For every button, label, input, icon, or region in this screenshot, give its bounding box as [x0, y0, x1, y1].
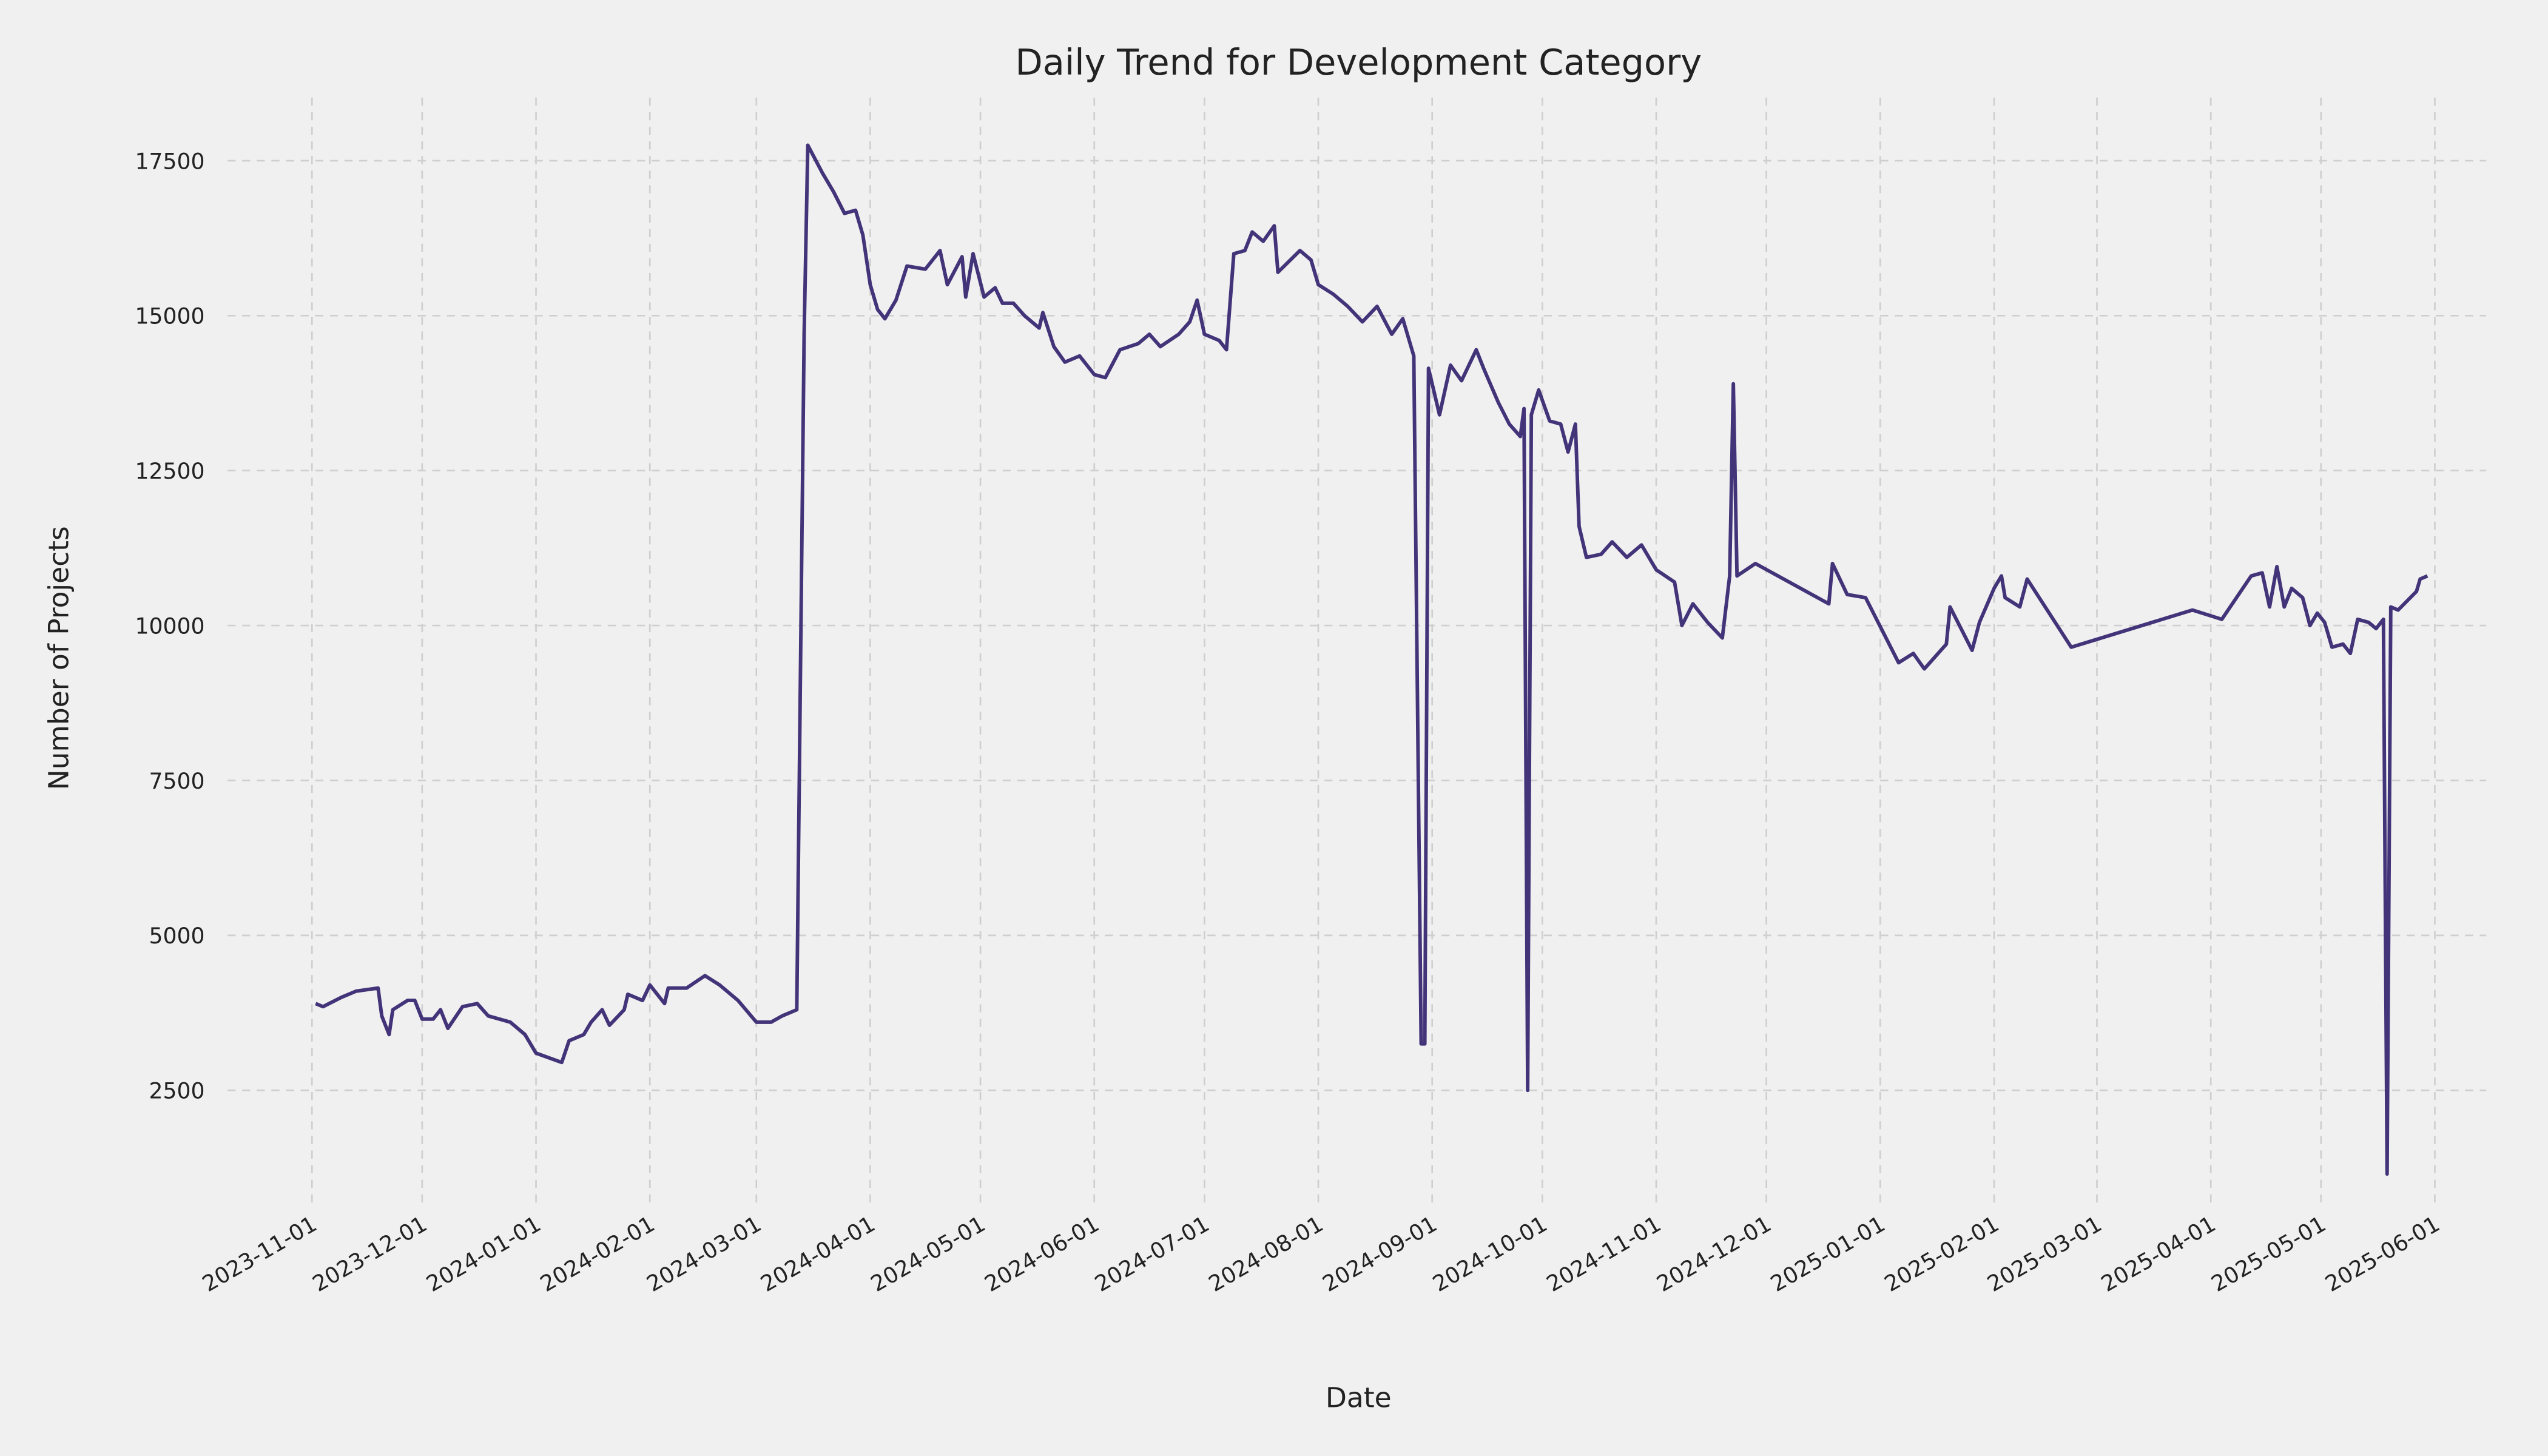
chart-title: Daily Trend for Development Category	[1015, 41, 1702, 83]
y-tick-label: 12500	[135, 458, 204, 484]
y-tick-label: 2500	[149, 1078, 204, 1104]
y-tick-label: 5000	[149, 923, 204, 949]
y-tick-label: 15000	[135, 303, 204, 329]
plot	[315, 143, 2428, 1176]
y-tick-label: 10000	[135, 613, 204, 639]
y-tick-label: 17500	[135, 148, 204, 174]
data-line	[315, 143, 2428, 1176]
x-axis-label: Date	[1326, 1382, 1392, 1414]
y-axis-label: Number of Projects	[43, 526, 75, 790]
y-tick-label: 7500	[149, 768, 204, 794]
